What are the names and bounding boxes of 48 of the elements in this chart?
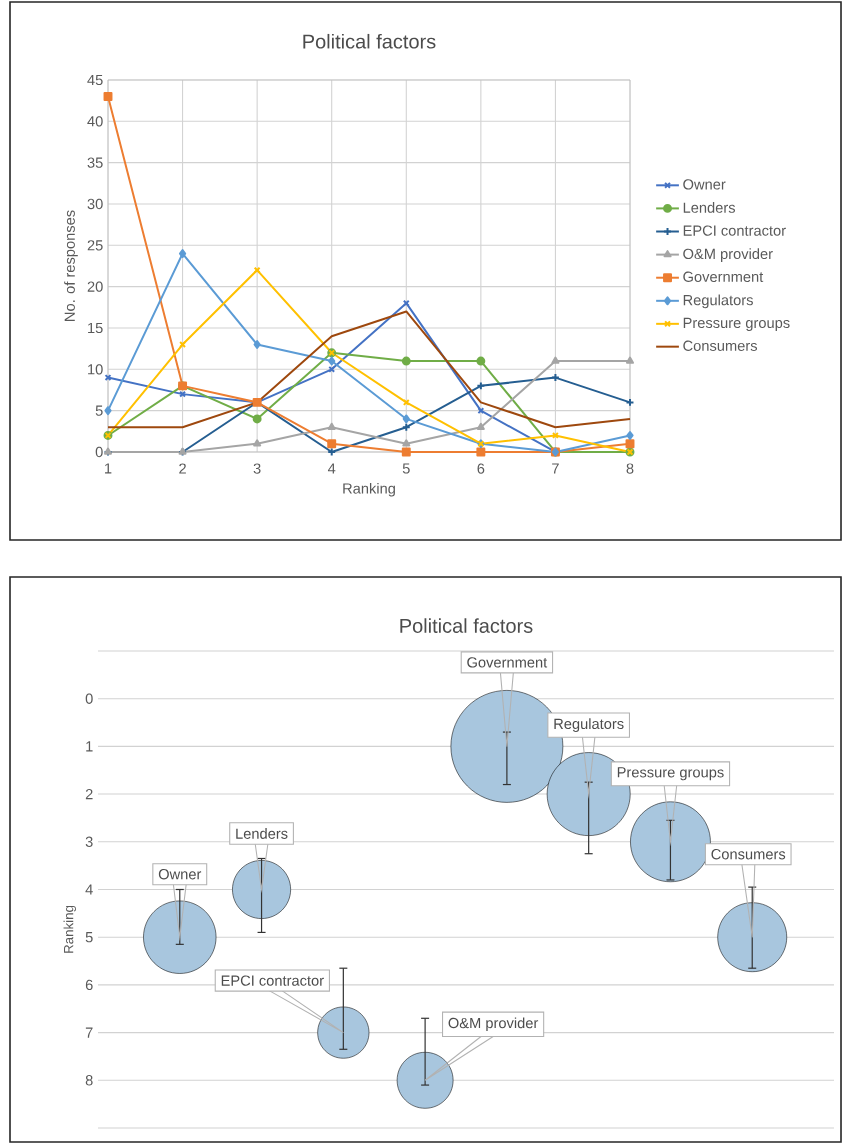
annotation: EPCI contractor — [221, 975, 324, 986]
x-tick-label: 6 — [477, 463, 485, 474]
y-tick-label: 20 — [87, 281, 103, 292]
chart-title: Political factors — [400, 618, 533, 633]
y-tick-label: 2 — [85, 788, 93, 800]
x-axis-title: Ranking — [343, 482, 395, 497]
y-tick-label: 8 — [85, 1075, 93, 1086]
legend-label: Government — [683, 271, 764, 282]
legend-label: EPCI contractor — [683, 225, 786, 236]
x-tick-label: 1 — [105, 463, 112, 474]
annotation: O&M provider — [448, 1017, 539, 1032]
y-tick-label: 5 — [95, 405, 103, 416]
x-tick-label: 5 — [402, 463, 410, 474]
chart-title: Political factors — [303, 33, 436, 49]
y-tick-label: 0 — [85, 693, 93, 704]
y-tick-label: 4 — [85, 884, 93, 895]
y-axis-title: No. of responses — [64, 210, 78, 321]
legend-label: Pressure groups — [683, 317, 790, 331]
annotation: Lenders — [236, 828, 288, 839]
x-tick-label: 4 — [327, 463, 336, 474]
y-tick-label: 30 — [87, 198, 103, 210]
y-axis-title: Ranking — [63, 905, 76, 953]
y-tick-label: 7 — [85, 1027, 93, 1038]
legend-label: O&M provider — [683, 248, 773, 262]
x-tick-label: 2 — [179, 463, 186, 474]
x-tick-label: 3 — [253, 463, 261, 474]
legend-label: Lenders — [683, 202, 736, 213]
y-tick-label: 45 — [87, 74, 103, 86]
y-tick-label: 35 — [87, 157, 103, 168]
y-tick-label: 5 — [85, 932, 93, 943]
annotation: Government — [467, 657, 548, 668]
annotation: Pressure groups — [617, 767, 724, 781]
x-tick-label: 7 — [552, 463, 559, 474]
x-tick-label: 8 — [626, 463, 634, 474]
y-tick-label: 15 — [88, 322, 103, 334]
legend-label: Consumers — [683, 340, 758, 351]
legend-label: Owner — [683, 179, 726, 190]
annotation: Consumers — [711, 849, 786, 860]
y-tick-label: 6 — [85, 979, 93, 991]
y-tick-label: 25 — [87, 240, 103, 251]
y-tick-label: 1 — [86, 741, 93, 752]
y-tick-label: 3 — [85, 836, 93, 847]
y-tick-label: 10 — [88, 364, 103, 375]
annotation: Regulators — [554, 718, 624, 732]
annotation: Owner — [158, 869, 202, 880]
legend-label: Regulators — [683, 294, 753, 309]
y-tick-label: 0 — [95, 446, 103, 458]
y-tick-label: 40 — [87, 116, 103, 127]
